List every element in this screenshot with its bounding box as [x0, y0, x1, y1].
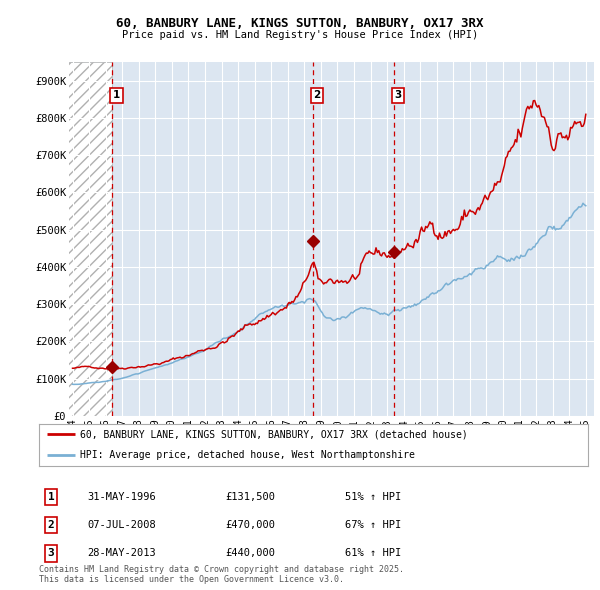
- Text: £470,000: £470,000: [225, 520, 275, 530]
- Text: 3: 3: [47, 549, 55, 558]
- Text: Price paid vs. HM Land Registry's House Price Index (HPI): Price paid vs. HM Land Registry's House …: [122, 30, 478, 40]
- Text: 60, BANBURY LANE, KINGS SUTTON, BANBURY, OX17 3RX (detached house): 60, BANBURY LANE, KINGS SUTTON, BANBURY,…: [80, 430, 468, 439]
- Text: 28-MAY-2013: 28-MAY-2013: [87, 549, 156, 558]
- Text: 2: 2: [313, 90, 320, 100]
- Text: 60, BANBURY LANE, KINGS SUTTON, BANBURY, OX17 3RX: 60, BANBURY LANE, KINGS SUTTON, BANBURY,…: [116, 17, 484, 30]
- Text: 1: 1: [47, 492, 55, 502]
- Text: 61% ↑ HPI: 61% ↑ HPI: [345, 549, 401, 558]
- Text: 31-MAY-1996: 31-MAY-1996: [87, 492, 156, 502]
- Text: 3: 3: [394, 90, 401, 100]
- Text: 51% ↑ HPI: 51% ↑ HPI: [345, 492, 401, 502]
- Text: Contains HM Land Registry data © Crown copyright and database right 2025.
This d: Contains HM Land Registry data © Crown c…: [39, 565, 404, 584]
- Text: 07-JUL-2008: 07-JUL-2008: [87, 520, 156, 530]
- Text: 67% ↑ HPI: 67% ↑ HPI: [345, 520, 401, 530]
- Text: £131,500: £131,500: [225, 492, 275, 502]
- Text: £440,000: £440,000: [225, 549, 275, 558]
- Text: 1: 1: [113, 90, 120, 100]
- Text: 2: 2: [47, 520, 55, 530]
- Text: HPI: Average price, detached house, West Northamptonshire: HPI: Average price, detached house, West…: [80, 451, 415, 460]
- Bar: [68, 62, 112, 416]
